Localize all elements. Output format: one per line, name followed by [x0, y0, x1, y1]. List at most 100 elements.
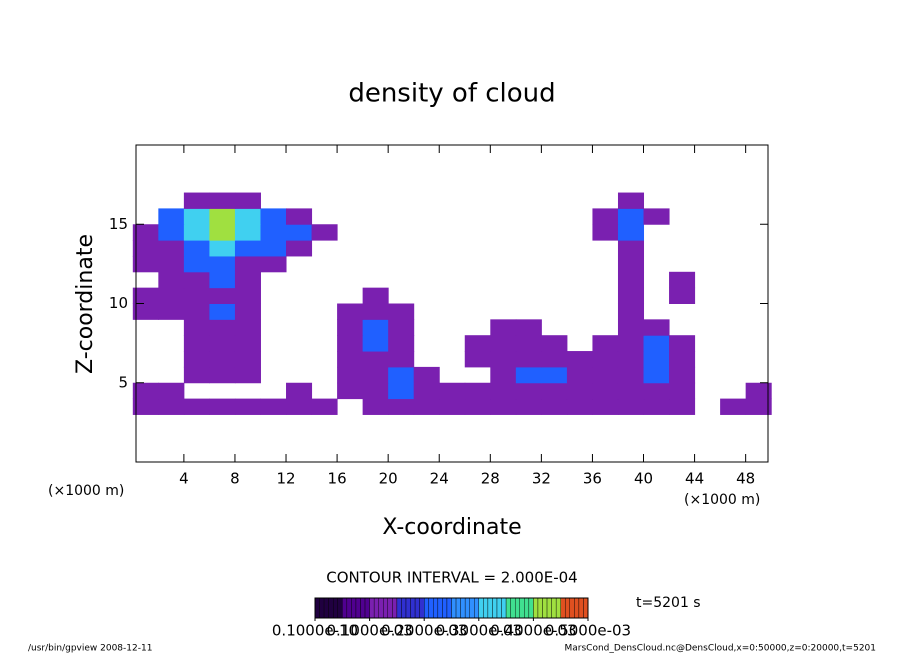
- density-cell: [388, 303, 415, 320]
- density-cell: [158, 208, 185, 225]
- colorbar-swatch: [578, 597, 584, 619]
- density-cell: [669, 271, 696, 289]
- colorbar-swatch: [455, 597, 461, 619]
- colorbar-swatch: [528, 597, 534, 619]
- density-cell: [183, 192, 210, 209]
- density-cell: [158, 382, 185, 400]
- density-cell: [311, 224, 338, 241]
- density-cell: [490, 319, 517, 336]
- colorbar-swatch: [401, 597, 407, 619]
- colorbar-swatch: [446, 597, 452, 619]
- density-cell: [490, 335, 517, 352]
- density-cell: [209, 335, 236, 352]
- density-cell: [132, 398, 159, 415]
- density-cell: [234, 366, 261, 384]
- x-tick-label: 48: [736, 470, 755, 488]
- colorbar-swatch: [510, 597, 516, 619]
- colorbar-swatch: [383, 597, 389, 619]
- colorbar-swatch: [314, 597, 320, 619]
- density-cell: [183, 255, 210, 273]
- density-cell: [617, 351, 645, 368]
- density-cell: [337, 335, 364, 352]
- density-cell: [566, 366, 593, 384]
- colorbar-swatch: [387, 597, 393, 619]
- colorbar-swatch: [414, 597, 420, 619]
- x-tick-label: 24: [430, 470, 449, 488]
- density-cell: [209, 208, 236, 225]
- colorbar-swatch: [419, 597, 425, 619]
- colorbar-swatch: [546, 597, 552, 619]
- density-cell: [464, 351, 491, 368]
- density-cell: [209, 351, 236, 368]
- density-cell: [209, 319, 236, 336]
- density-cell: [515, 382, 542, 400]
- density-cell: [337, 351, 364, 368]
- density-cell: [643, 208, 670, 225]
- density-cell: [132, 303, 159, 320]
- density-cell: [337, 366, 364, 384]
- density-cell: [617, 255, 645, 273]
- density-cell: [362, 382, 389, 400]
- density-cell: [158, 255, 185, 273]
- density-cell: [515, 319, 542, 336]
- density-cell: [617, 398, 645, 415]
- density-cell: [720, 398, 747, 415]
- y-tick-label: 15: [109, 215, 128, 233]
- density-cell: [617, 303, 645, 320]
- density-cell: [617, 271, 645, 289]
- density-cell: [209, 287, 236, 304]
- density-cell: [643, 319, 670, 336]
- colorbar-tick-label: 0.4000e-03: [490, 622, 576, 640]
- density-cell: [617, 208, 645, 225]
- density-cell: [260, 398, 287, 415]
- density-cell: [464, 335, 491, 352]
- density-cell: [183, 303, 210, 320]
- colorbar-swatch: [487, 597, 493, 619]
- x-tick-label: 32: [532, 470, 551, 488]
- density-cell: [617, 366, 645, 384]
- density-cell: [132, 240, 159, 257]
- density-cell: [669, 398, 696, 415]
- density-cell: [362, 319, 389, 336]
- density-cell: [183, 224, 210, 241]
- density-cell: [669, 351, 696, 368]
- x-tick-label: 12: [276, 470, 295, 488]
- colorbar-tick-label: 0.1000e-03: [326, 622, 412, 640]
- density-cell: [566, 398, 593, 415]
- density-cell: [234, 271, 261, 289]
- x-tick-label: 36: [583, 470, 602, 488]
- footer-right: MarsCond_DensCloud.nc@DensCloud,x=0:5000…: [565, 644, 877, 654]
- colorbar-swatch: [519, 597, 525, 619]
- density-cell: [234, 351, 261, 368]
- density-cell: [234, 255, 261, 273]
- time-label: t=5201 s: [636, 595, 701, 611]
- density-cell: [158, 271, 185, 289]
- density-cell: [209, 398, 236, 415]
- density-cell: [643, 398, 670, 415]
- colorbar-swatch: [378, 597, 384, 619]
- density-cell: [745, 398, 772, 415]
- density-cell: [209, 224, 236, 241]
- density-cell: [158, 240, 185, 257]
- density-cell: [234, 398, 261, 415]
- density-cell: [234, 208, 261, 225]
- colorbar-swatch: [396, 597, 402, 619]
- density-cell: [234, 287, 261, 304]
- density-cell: [669, 382, 696, 400]
- density-cell: [388, 382, 415, 400]
- density-cell: [592, 208, 619, 225]
- colorbar-swatch: [428, 597, 434, 619]
- density-cell: [311, 398, 338, 415]
- density-cell: [362, 303, 389, 320]
- colorbar-swatch: [569, 597, 575, 619]
- colorbar-swatch: [392, 597, 398, 619]
- density-cell: [234, 319, 261, 336]
- density-cell: [209, 366, 236, 384]
- density-cell: [617, 240, 645, 257]
- colorbar-swatch: [478, 597, 484, 619]
- colorbar-swatch: [574, 597, 580, 619]
- colorbar-swatch: [424, 597, 429, 619]
- density-cell: [592, 366, 619, 384]
- density-cell: [183, 398, 210, 415]
